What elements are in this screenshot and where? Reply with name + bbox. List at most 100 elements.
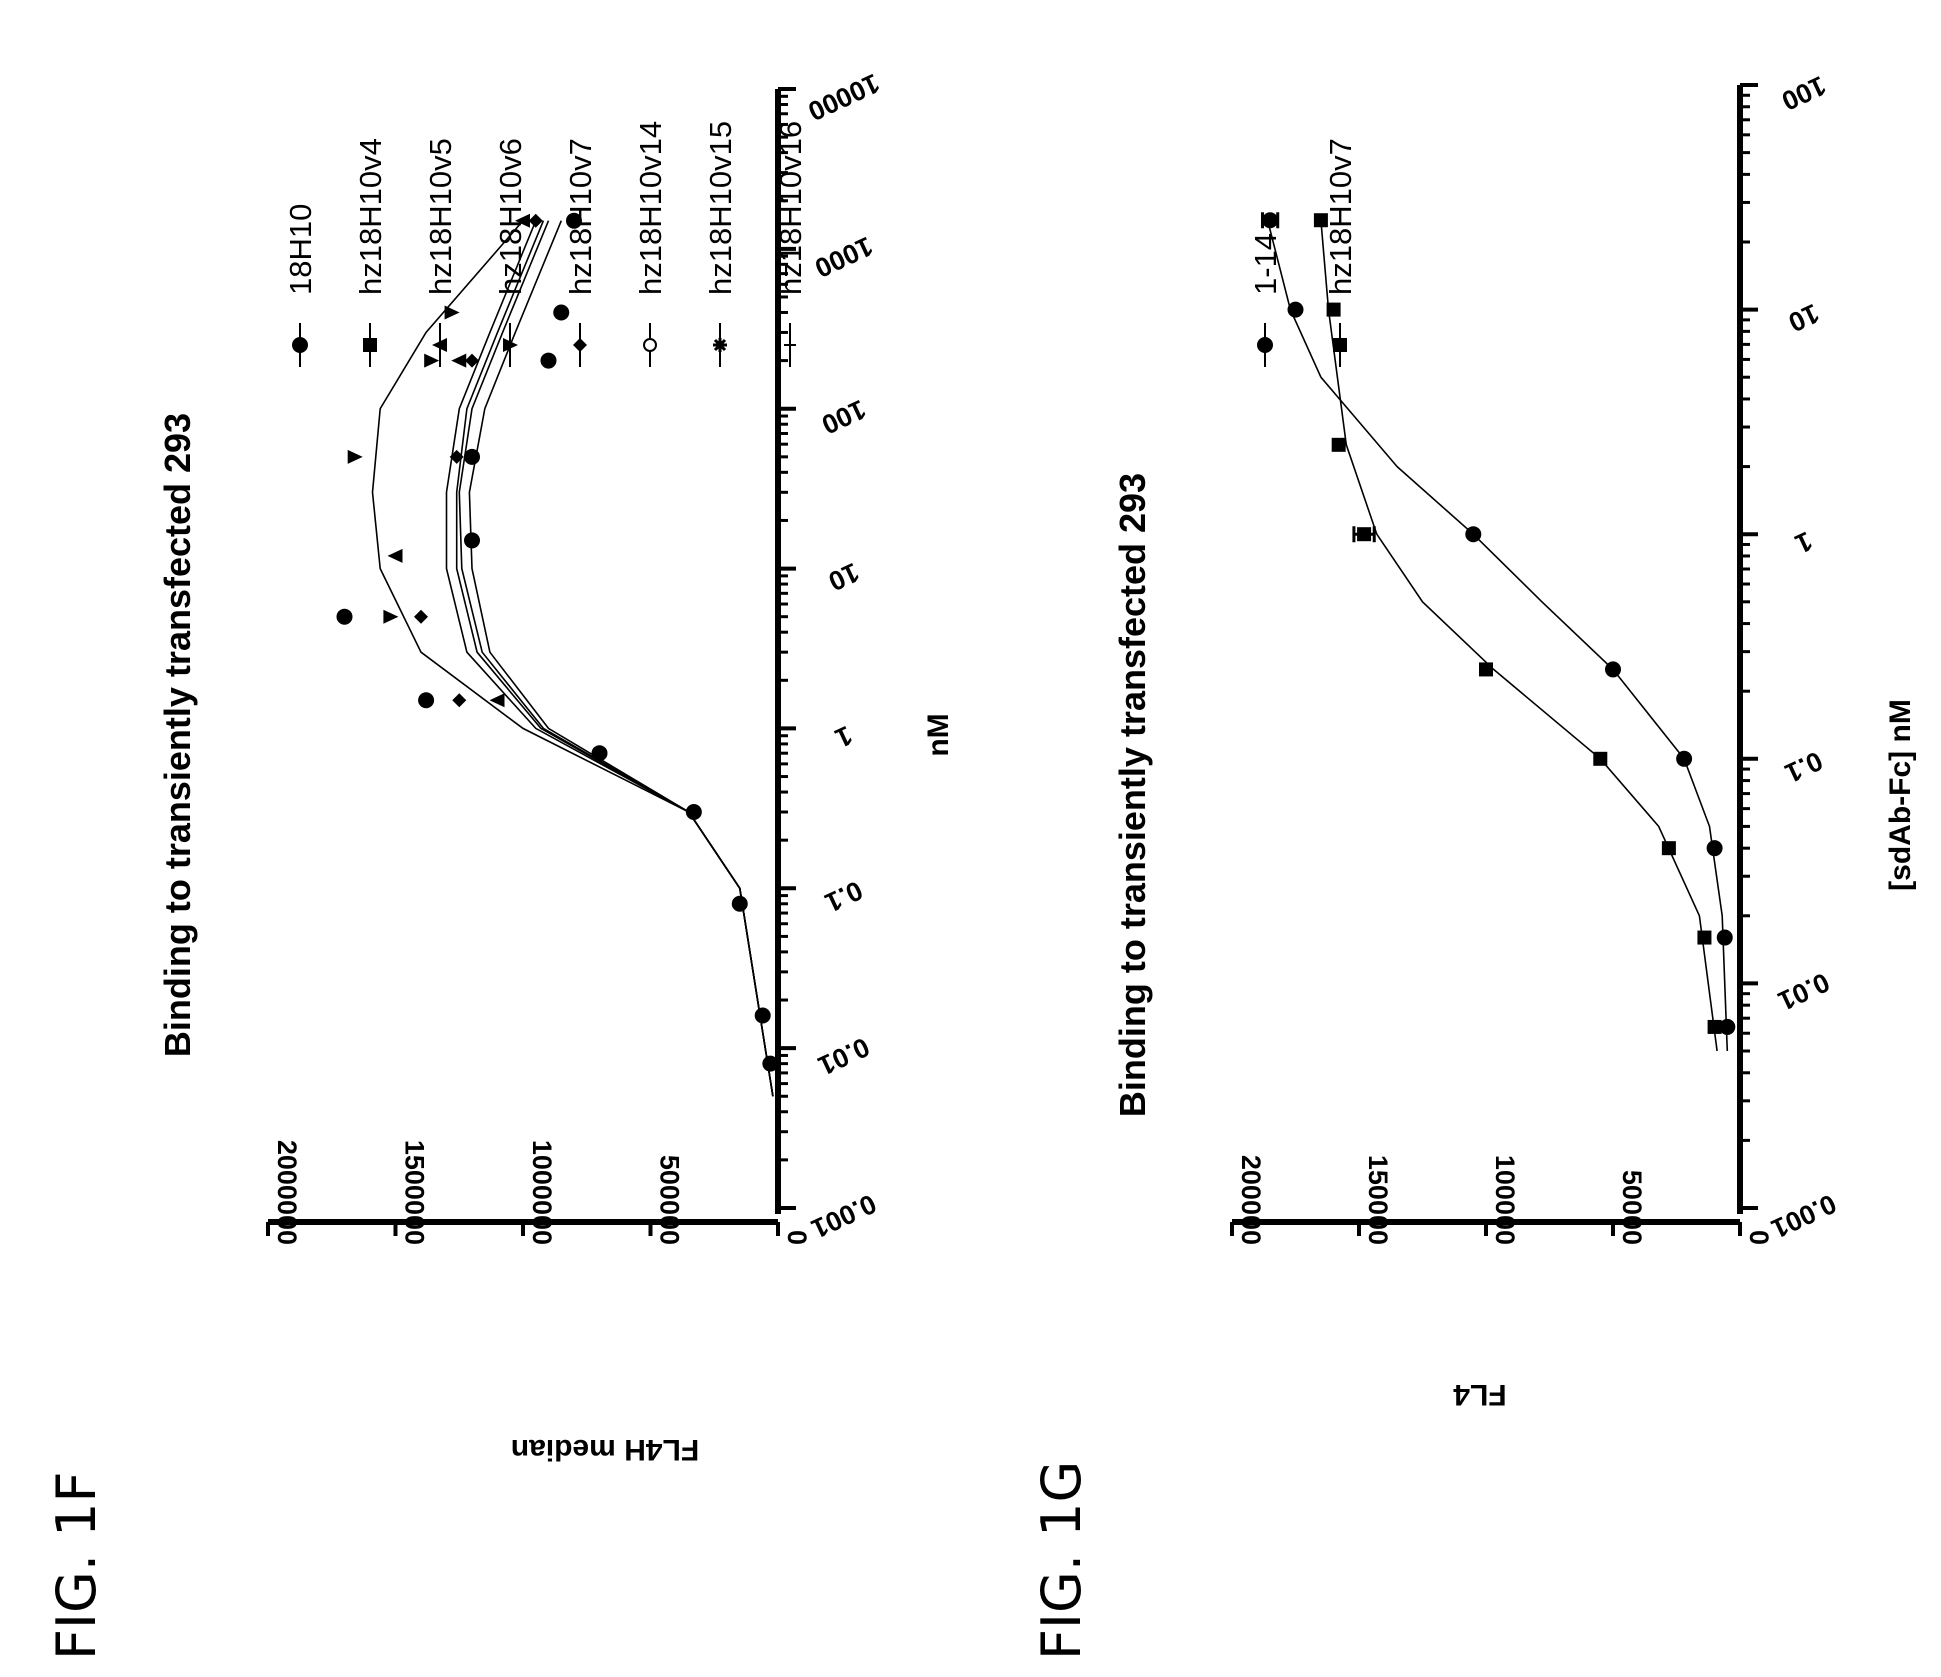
- data-point: [336, 608, 353, 625]
- data-point: [465, 353, 479, 368]
- data-point: [464, 448, 480, 465]
- legend-item: hz18H10v4: [353, 138, 388, 367]
- series-hz18H10v7: [1313, 213, 1722, 1052]
- fit-curve: [458, 220, 774, 1097]
- y-tick-label: 50000: [1617, 1170, 1647, 1245]
- figure-label-1g: FIG. 1G: [1030, 1461, 1093, 1660]
- data-point: [1697, 930, 1712, 945]
- legend-item: 18H10: [283, 204, 318, 367]
- x-tick-label: 1: [1791, 526, 1817, 560]
- legend-item: hz18H10v15: [703, 121, 738, 367]
- legend-item: 1-14: [1248, 233, 1283, 367]
- data-point: [1661, 841, 1676, 856]
- data-point: [1719, 1018, 1736, 1035]
- fit-curve: [1320, 220, 1718, 1052]
- x-axis-label: [sdAb-Fc] nM: [1884, 699, 1917, 891]
- legend-label: 18H10: [283, 204, 318, 295]
- data-point: [762, 1055, 779, 1072]
- data-point: [424, 353, 440, 368]
- data-point: [566, 212, 582, 229]
- legend-item: hz18H10v6: [493, 138, 528, 367]
- y-axis-label: FL4H median: [511, 1433, 699, 1466]
- data-point: [1331, 437, 1346, 452]
- data-point: [1465, 526, 1482, 543]
- data-point: [1287, 301, 1304, 318]
- data-point: [451, 353, 467, 368]
- data-point: [449, 449, 464, 464]
- x-tick-label: 0.1: [820, 875, 867, 918]
- x-tick-label: 10: [824, 557, 864, 597]
- legend-marker: [363, 338, 377, 352]
- y-axis-label: FL4: [1453, 1378, 1507, 1411]
- data-point: [452, 693, 467, 708]
- fit-curve: [468, 220, 774, 1097]
- data-point: [1716, 929, 1733, 946]
- chart-title: Binding to transiently transfected 293: [157, 413, 198, 1057]
- data-point: [383, 609, 399, 624]
- data-point: [1479, 662, 1493, 677]
- legend-marker: [432, 338, 447, 352]
- data-point: [754, 1007, 771, 1024]
- legend-item: hz18H10v16: [773, 121, 808, 367]
- x-tick-label: 100: [817, 394, 871, 440]
- data-point: [489, 693, 505, 708]
- y-tick-label: 1500000: [400, 1140, 430, 1245]
- legend-marker: [784, 339, 796, 351]
- fit-curve: [371, 220, 774, 1097]
- legend-item: hz18H10v14: [633, 121, 668, 367]
- legend-label: hz18H10v15: [703, 121, 738, 295]
- data-point: [444, 305, 460, 320]
- y-tick-label: 0: [1744, 1230, 1774, 1245]
- x-axis-label: nM: [922, 713, 955, 756]
- fit-curve: [1266, 220, 1729, 1052]
- y-tick-label: 150000: [1363, 1155, 1393, 1245]
- y-tick-label: 2000000: [272, 1140, 302, 1245]
- series-hz18H10v7: [414, 213, 774, 1097]
- legend-label: hz18H10v5: [423, 138, 458, 295]
- data-point: [1707, 1019, 1722, 1034]
- data-point: [1313, 213, 1328, 228]
- figure-label-1f: FIG. 1F: [45, 1471, 108, 1660]
- data-point: [414, 609, 428, 624]
- data-point: [731, 895, 748, 912]
- series-1-14: [1260, 212, 1736, 1052]
- data-point: [1262, 212, 1279, 229]
- legend-item: hz18H10v7: [1323, 138, 1358, 367]
- series-18H10: [336, 212, 779, 1097]
- data-point: [1605, 661, 1621, 678]
- data-point: [685, 804, 702, 821]
- fit-curve: [455, 220, 774, 1097]
- x-tick-label: 1: [831, 720, 857, 754]
- legend-label: hz18H10v7: [1323, 138, 1358, 295]
- legend-label: 1-14: [1248, 233, 1283, 295]
- legend-label: hz18H10v6: [493, 138, 528, 295]
- series-hz18H10v6: [347, 220, 774, 1097]
- x-tick-label: 1000: [810, 231, 877, 284]
- legend-label: hz18H10v16: [773, 121, 808, 295]
- data-point: [347, 449, 363, 464]
- legend-marker: [643, 338, 657, 352]
- x-tick-label: 10: [1784, 298, 1824, 338]
- data-point: [1706, 840, 1723, 857]
- y-tick-label: 200000: [1236, 1155, 1266, 1245]
- legend-label: hz18H10v7: [563, 138, 598, 295]
- data-point: [1326, 302, 1341, 317]
- data-point: [553, 304, 570, 321]
- y-tick-label: 500000: [655, 1155, 685, 1245]
- legend-marker: [292, 337, 308, 353]
- legend-marker: [503, 338, 518, 352]
- legend-item: hz18H10v7: [563, 138, 598, 367]
- x-tick-label: 0.01: [814, 1032, 874, 1081]
- chart-fig-1f: Binding to transiently transfected 293 0.…: [157, 68, 955, 1466]
- legend-label: hz18H10v4: [353, 138, 388, 295]
- legend-marker: [713, 338, 727, 352]
- y-tick-label: 1000000: [527, 1140, 557, 1245]
- data-point: [1676, 750, 1693, 767]
- data-point: [540, 352, 557, 369]
- legend-marker: [1257, 337, 1273, 353]
- legend-label: hz18H10v14: [633, 121, 668, 295]
- data-point: [528, 213, 543, 228]
- legend-item: hz18H10v5: [423, 138, 458, 367]
- x-tick-label: 100: [1777, 70, 1831, 116]
